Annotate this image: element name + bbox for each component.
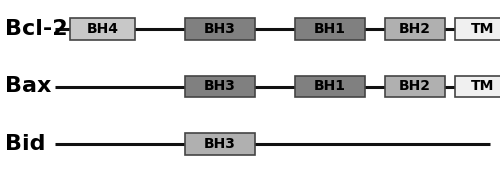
Text: BH3: BH3 [204, 137, 236, 151]
Text: TM: TM [471, 22, 494, 36]
FancyBboxPatch shape [70, 18, 135, 40]
Text: BH1: BH1 [314, 22, 346, 36]
FancyBboxPatch shape [455, 76, 500, 97]
FancyBboxPatch shape [295, 76, 365, 97]
FancyBboxPatch shape [295, 18, 365, 40]
FancyBboxPatch shape [455, 18, 500, 40]
FancyBboxPatch shape [385, 18, 445, 40]
FancyBboxPatch shape [185, 133, 255, 155]
Text: BH1: BH1 [314, 80, 346, 93]
Text: Bax: Bax [5, 76, 52, 97]
FancyBboxPatch shape [185, 18, 255, 40]
Text: BH3: BH3 [204, 22, 236, 36]
FancyBboxPatch shape [185, 76, 255, 97]
Text: BH4: BH4 [86, 22, 118, 36]
Text: TM: TM [471, 80, 494, 93]
Text: BH2: BH2 [399, 80, 431, 93]
Text: BH3: BH3 [204, 80, 236, 93]
FancyBboxPatch shape [385, 76, 445, 97]
Text: BH2: BH2 [399, 22, 431, 36]
Text: Bcl-2: Bcl-2 [5, 19, 68, 39]
Text: Bid: Bid [5, 134, 46, 154]
